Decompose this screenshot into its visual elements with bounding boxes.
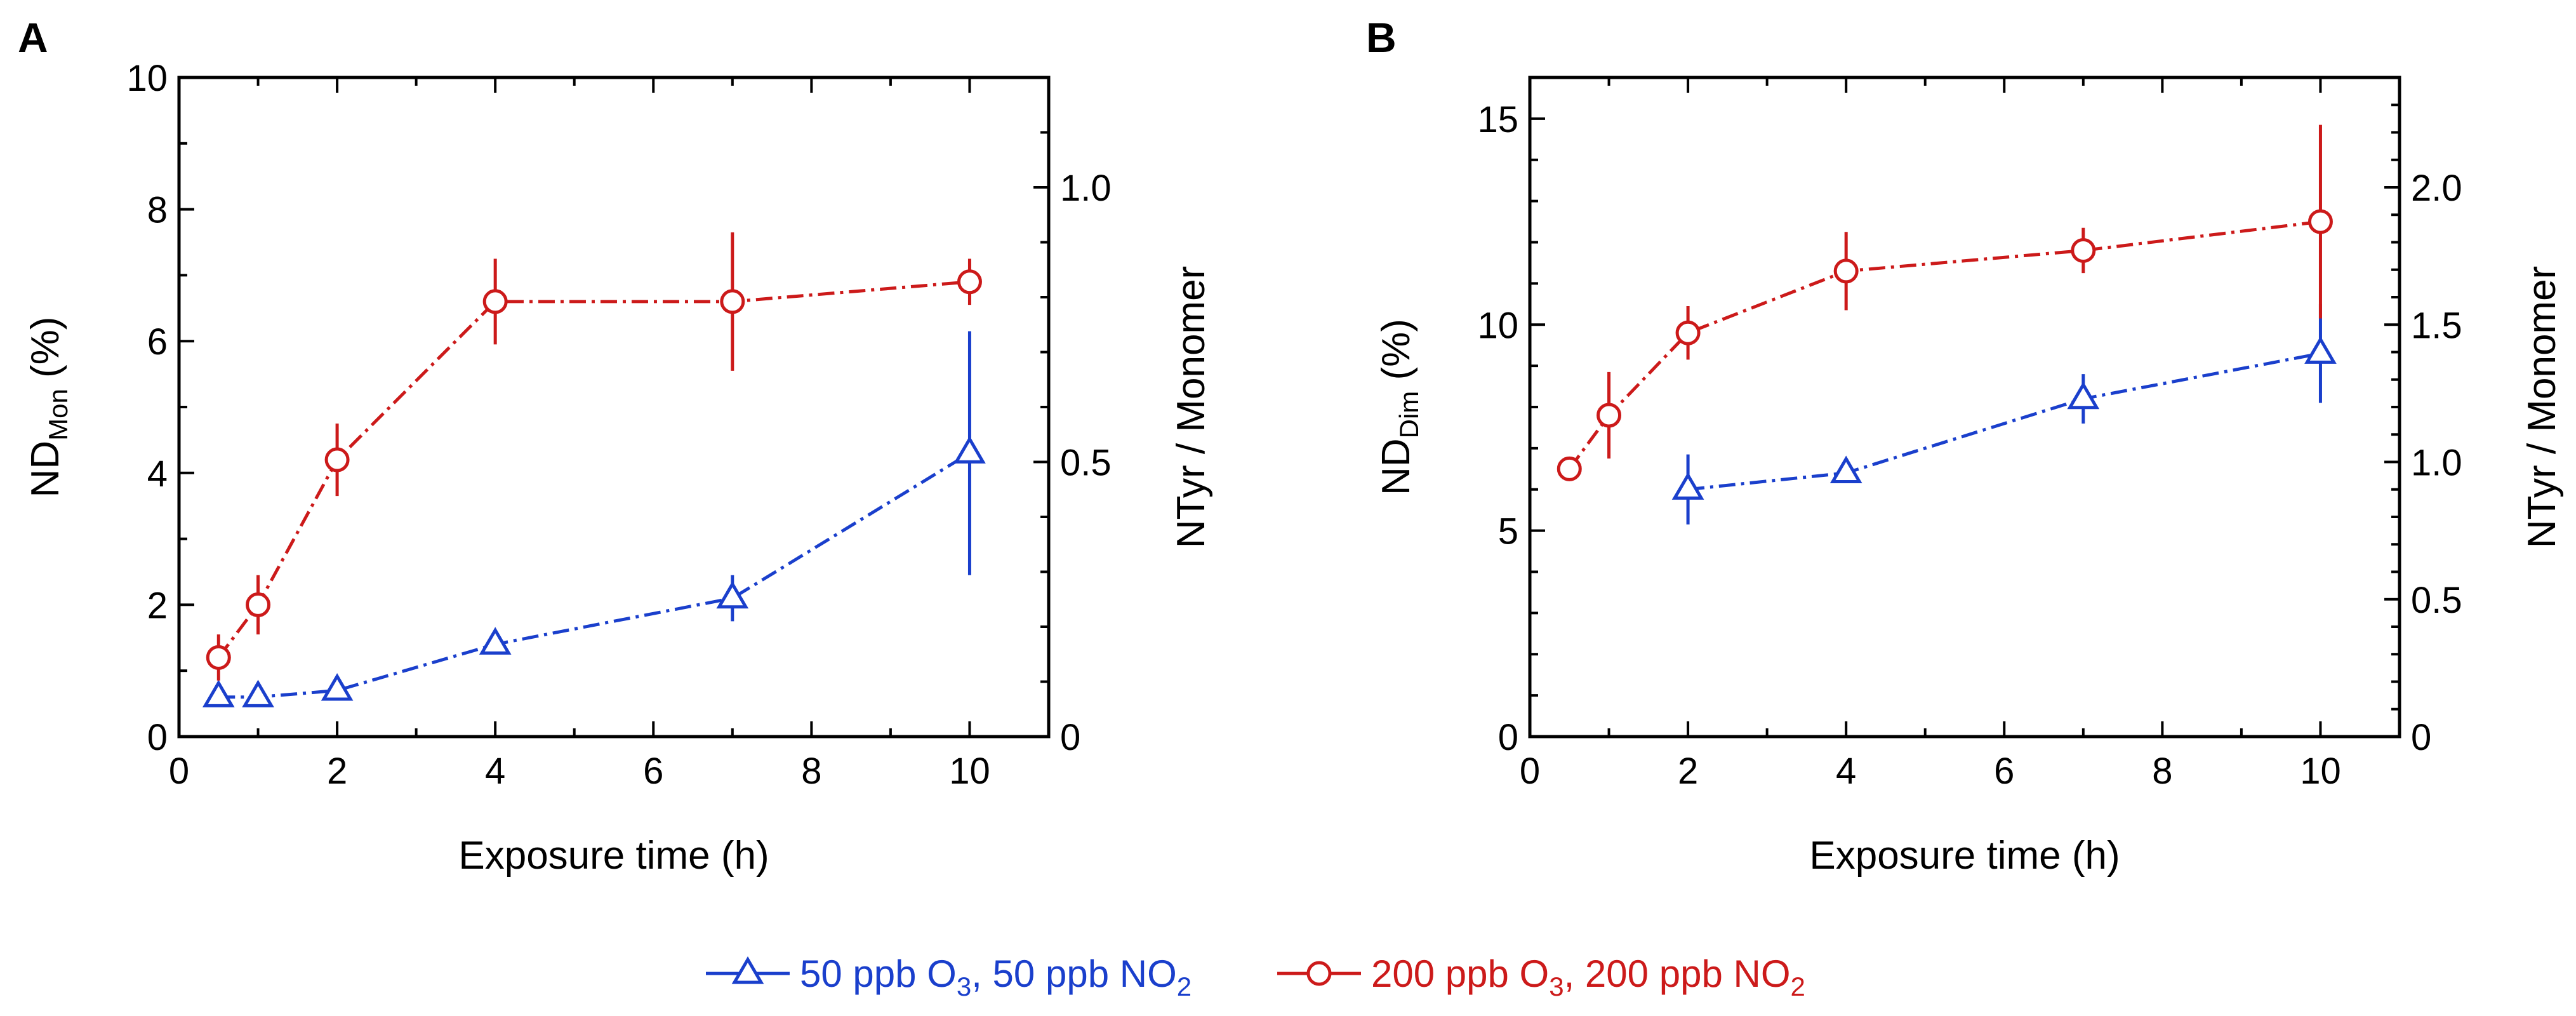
y-axis-title: NDMon (%) [23, 317, 73, 498]
y2-tick-label: 0 [1060, 717, 1080, 758]
y-axis-title-base: ND [23, 441, 67, 498]
y-axis-title-sub: Dim [1394, 391, 1424, 439]
y2-tick-label: 1.0 [1060, 168, 1112, 209]
y-tick-label: 0 [1498, 717, 1518, 758]
y2-tick-label: 0.5 [1060, 443, 1112, 484]
legend-label-part: , 200 ppb NO [1564, 952, 1791, 995]
x-tick-label: 2 [327, 751, 347, 792]
x-axis-title: Exposure time (h) [1809, 834, 2120, 878]
data-point-triangle [1829, 455, 1862, 483]
x-tick-label: 4 [485, 751, 505, 792]
panel-letter: B [1366, 14, 1397, 61]
x-tick-label: 8 [801, 751, 821, 792]
legend: 50 ppb O3, 50 ppb NO2 200 ppb O3, 200 ppb… [706, 952, 1805, 1001]
data-point-circle [1675, 320, 1701, 345]
y-axis-title-suffix: (%) [23, 317, 67, 389]
panel-letter: A [18, 14, 48, 61]
series-line [1687, 352, 2321, 491]
x-tick-label: 6 [1994, 751, 2014, 792]
data-point-circle [206, 645, 231, 670]
x-tick-label: 10 [2300, 751, 2341, 792]
data-point-circle [1597, 403, 1622, 428]
plot-frame [1528, 76, 2401, 739]
data-point-triangle [242, 679, 274, 707]
data-point-circle [324, 447, 350, 472]
data-point-triangle [321, 673, 354, 701]
legend-label-sub: 2 [1177, 972, 1192, 1001]
x-tick-label: 4 [1836, 751, 1856, 792]
legend-label: 200 ppb O3, 200 ppb NO2 [1371, 952, 1805, 1001]
y-axis-title-suffix: (%) [1374, 319, 1418, 391]
x-axis-title: Exposure time (h) [458, 834, 769, 878]
data-point-circle [2307, 209, 2333, 234]
legend-item: 200 ppb O3, 200 ppb NO2 [1277, 952, 1805, 1001]
y2-tick-label: 1.5 [2411, 305, 2462, 346]
y-tick-label: 0 [147, 717, 168, 758]
y-tick-label: 2 [147, 585, 168, 626]
legend-label-sub: 3 [1549, 972, 1564, 1001]
x-tick-label: 0 [169, 751, 189, 792]
x-tick-label: 6 [643, 751, 663, 792]
y2-tick-label: 2.0 [2411, 168, 2462, 209]
data-point-circle [1557, 456, 1582, 481]
data-point-circle [482, 289, 508, 314]
y2-axis-title: NTyr / Monomer [1169, 266, 1213, 548]
data-point-triangle [202, 679, 235, 707]
y-tick-label: 4 [147, 453, 168, 495]
legend-marker-circle [1306, 961, 1332, 986]
series-circle [1557, 124, 2333, 481]
x-tick-label: 10 [949, 751, 990, 792]
series-line [1568, 220, 2321, 470]
series-triangle [1671, 304, 2337, 525]
y-tick-label: 6 [147, 321, 168, 363]
y-axis-title: NDDim (%) [1374, 319, 1424, 495]
data-point-triangle [1671, 472, 1704, 500]
data-point-circle [957, 269, 982, 295]
data-point-triangle [2304, 336, 2337, 364]
y-tick-label: 8 [147, 190, 168, 231]
data-point-circle [2071, 237, 2096, 263]
legend-label-part: 50 ppb O [800, 952, 957, 995]
y-axis-title-base: ND [1374, 438, 1418, 495]
legend-label: 50 ppb O3, 50 ppb NO2 [800, 952, 1192, 1001]
data-point-triangle [2067, 381, 2100, 410]
legend-label-sub: 2 [1791, 972, 1805, 1001]
x-tick-label: 2 [1678, 751, 1698, 792]
y-tick-label: 15 [1477, 99, 1518, 140]
data-point-triangle [953, 436, 986, 464]
legend-marker-triangle [731, 956, 764, 984]
legend-item: 50 ppb O3, 50 ppb NO2 [706, 952, 1192, 1001]
y2-tick-label: 0.5 [2411, 580, 2462, 621]
data-point-circle [1833, 258, 1859, 284]
panel-a: A 0 2 4 6 8 10 0 2 4 6 8 10 0 0.5 1.0 Exposure time (h) N… [18, 14, 1213, 878]
legend-label-part: , 50 ppb NO [971, 952, 1177, 995]
panel-b: B 0 2 4 6 8 10 0 5 10 15 0 0.5 1.0 1.5 2.0 Exposure time… [1366, 14, 2564, 878]
x-tick-label: 8 [2152, 751, 2172, 792]
y2-axis-title: NTyr / Monomer [2520, 266, 2564, 548]
y2-tick-label: 0 [2411, 717, 2431, 758]
data-point-triangle [716, 580, 749, 609]
data-point-triangle [479, 627, 512, 655]
y2-tick-label: 1.0 [2411, 443, 2462, 484]
legend-label-sub: 3 [957, 972, 971, 1001]
x-tick-label: 0 [1520, 751, 1540, 792]
plot-frame [177, 76, 1051, 739]
legend-label-part: 200 ppb O [1371, 952, 1549, 995]
data-point-circle [720, 289, 745, 314]
y-axis-title-sub: Mon [43, 389, 73, 441]
series-line [218, 451, 971, 699]
y-tick-label: 10 [126, 58, 168, 99]
y-tick-label: 5 [1498, 511, 1518, 552]
data-point-circle [246, 592, 271, 617]
series-circle [206, 232, 982, 681]
y-tick-label: 10 [1477, 305, 1518, 346]
series-triangle [202, 331, 986, 707]
